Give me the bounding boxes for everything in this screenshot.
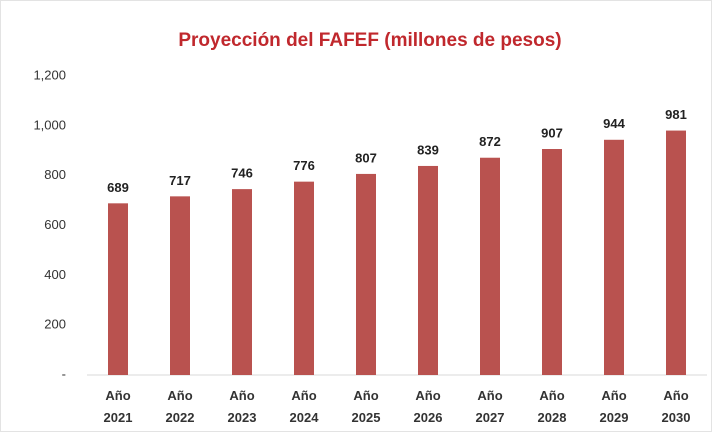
y-tick-label: 400	[44, 267, 66, 282]
x-tick-label: Año 2023	[228, 388, 257, 425]
data-label: 746	[231, 166, 253, 181]
x-tick-label: Año 2022	[166, 388, 195, 425]
data-label: 776	[293, 158, 315, 173]
bar	[604, 139, 624, 375]
chart-title: Proyección del FAFEF (millones de pesos)	[178, 30, 561, 51]
x-tick-label: Año 2026	[414, 388, 443, 425]
x-tick-label: Año 2030	[662, 388, 691, 425]
y-tick-label: 600	[44, 217, 66, 232]
x-tick-label: Año 2027	[476, 388, 505, 425]
data-label: 907	[541, 125, 563, 140]
y-tick-label: 200	[44, 317, 66, 332]
data-label: 981	[665, 107, 687, 122]
x-tick-label: Año 2025	[352, 388, 381, 425]
bar	[294, 181, 314, 375]
data-label: 872	[479, 134, 501, 149]
x-tick-label: Año 2024	[290, 388, 320, 425]
data-label: 689	[107, 180, 129, 195]
data-label: 717	[169, 173, 191, 188]
y-tick-label: 1,000	[33, 117, 66, 132]
bar	[418, 165, 438, 375]
x-tick-label: Año 2021	[104, 388, 133, 425]
data-label: 944	[603, 116, 625, 131]
bar	[356, 173, 376, 375]
bar	[108, 203, 128, 375]
bar	[170, 196, 190, 375]
x-tick-label: Año 2029	[600, 388, 629, 425]
bar	[542, 149, 562, 375]
bar	[666, 130, 686, 375]
y-tick-label: -	[62, 366, 66, 381]
y-tick-label: 800	[44, 167, 66, 182]
data-label: 807	[355, 150, 377, 165]
data-label: 839	[417, 142, 439, 157]
x-tick-label: Año 2028	[538, 388, 567, 425]
bar	[480, 157, 500, 375]
y-tick-label: 1,200	[33, 67, 66, 82]
bar	[232, 189, 252, 375]
